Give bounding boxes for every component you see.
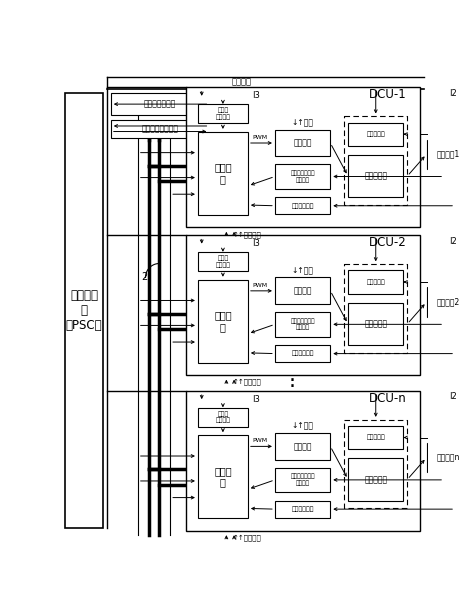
Text: 电流采样及过流
保护电路: 电流采样及过流 保护电路	[290, 474, 314, 486]
Bar	[110, 120, 209, 138]
Text: 电流采样及过流
保护电路: 电流采样及过流 保护电路	[290, 170, 314, 183]
Text: 段压控制: 段压控制	[231, 77, 251, 86]
Bar	[274, 433, 329, 460]
Bar	[198, 104, 248, 123]
Bar	[110, 93, 209, 115]
Text: PWM: PWM	[252, 439, 267, 444]
Text: ↓↑电源: ↓↑电源	[291, 422, 313, 431]
Bar	[426, 139, 469, 169]
Text: 微控制
器: 微控制 器	[214, 466, 231, 488]
Bar	[274, 345, 329, 362]
Bar	[344, 265, 407, 353]
Bar	[198, 252, 248, 271]
Text: 其他指令、信号: 其他指令、信号	[144, 100, 176, 109]
Text: 直流电机1: 直流电机1	[436, 150, 459, 159]
Bar	[198, 280, 248, 363]
Text: 微电流
监测模块: 微电流 监测模块	[215, 108, 230, 120]
Text: 继电器控制: 继电器控制	[366, 131, 384, 137]
Text: I3: I3	[251, 395, 259, 403]
Text: DCU-n: DCU-n	[368, 392, 406, 404]
Text: 直流电机n: 直流电机n	[436, 453, 459, 462]
Bar	[347, 303, 403, 345]
Bar	[426, 443, 469, 472]
Text: 电流采样及过流
保护电路: 电流采样及过流 保护电路	[290, 318, 314, 331]
Text: 微控制
器: 微控制 器	[214, 163, 231, 185]
Text: 2: 2	[140, 273, 147, 282]
Text: 直流电机2: 直流电机2	[436, 298, 459, 307]
Bar	[186, 235, 419, 375]
Bar	[198, 435, 248, 518]
Text: DCU-2: DCU-2	[368, 236, 406, 249]
Bar	[198, 408, 248, 426]
Text: 速度反馈电路: 速度反馈电路	[291, 507, 313, 512]
Bar	[274, 277, 329, 304]
Text: ·: ·	[288, 378, 295, 398]
Text: I3: I3	[251, 91, 259, 100]
Text: 继电器控制: 继电器控制	[366, 279, 384, 285]
Text: I2: I2	[448, 236, 456, 246]
Bar	[274, 500, 329, 518]
Bar	[274, 130, 329, 156]
Bar	[344, 117, 407, 205]
Text: I2: I2	[448, 392, 456, 401]
Text: 微电流
监测模块: 微电流 监测模块	[215, 411, 230, 423]
Text: I2: I2	[448, 89, 456, 98]
Text: 安全继电器: 安全继电器	[363, 475, 387, 484]
Text: ↓↑电源: ↓↑电源	[291, 118, 313, 127]
Text: 安全继电器: 安全继电器	[363, 172, 387, 181]
Bar	[426, 287, 469, 316]
Bar	[274, 312, 329, 337]
Text: PWM: PWM	[252, 135, 267, 140]
Text: ↑↑其他信号: ↑↑其他信号	[232, 379, 261, 386]
Bar	[274, 164, 329, 189]
Text: 驱动电路: 驱动电路	[293, 287, 311, 295]
Bar	[65, 93, 103, 528]
Text: 中央控制
盘
（PSC）: 中央控制 盘 （PSC）	[66, 288, 102, 332]
Text: 微电流
监测模块: 微电流 监测模块	[215, 255, 230, 268]
Bar	[347, 458, 403, 500]
Text: 驱动电路: 驱动电路	[293, 139, 311, 147]
Bar	[186, 390, 419, 531]
Bar	[344, 420, 407, 508]
Bar	[186, 87, 419, 227]
Text: ↑↑其他信号: ↑↑其他信号	[232, 534, 261, 541]
Text: ·: ·	[288, 371, 295, 391]
Bar	[347, 426, 403, 449]
Bar	[347, 155, 403, 197]
Text: ↓↑电源: ↓↑电源	[291, 266, 313, 275]
Text: 驱动电路: 驱动电路	[293, 442, 311, 451]
Text: ↑↑其他信号: ↑↑其他信号	[232, 231, 261, 238]
Text: 速度反馈电路: 速度反馈电路	[291, 203, 313, 208]
Text: 微控制
器: 微控制 器	[214, 310, 231, 332]
Bar	[274, 197, 329, 214]
Bar	[274, 467, 329, 492]
Text: PWM: PWM	[252, 283, 267, 288]
Bar	[347, 271, 403, 293]
Bar	[347, 123, 403, 145]
Text: 速度反馈电路: 速度反馈电路	[291, 351, 313, 356]
Bar	[198, 132, 248, 215]
Text: I3: I3	[251, 239, 259, 248]
Text: 安全继电器: 安全继电器	[363, 320, 387, 329]
Text: 通信（双路冗余）: 通信（双路冗余）	[141, 124, 178, 133]
Text: DCU-1: DCU-1	[368, 89, 406, 101]
Text: 继电器控制: 继电器控制	[366, 435, 384, 441]
